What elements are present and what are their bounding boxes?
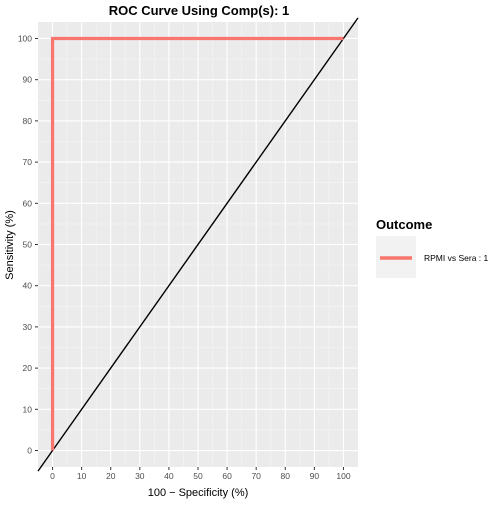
x-tick-label: 0 <box>50 471 55 481</box>
x-tick-label: 40 <box>164 471 174 481</box>
x-tick-label: 60 <box>222 471 232 481</box>
x-tick-label: 100 <box>336 471 350 481</box>
y-tick-label: 20 <box>23 363 33 373</box>
x-tick-label: 50 <box>193 471 203 481</box>
x-tick-label: 80 <box>281 471 291 481</box>
y-axis-label: Sensitivity (%) <box>4 210 16 280</box>
x-tick-label: 30 <box>135 471 145 481</box>
chart-title: ROC Curve Using Comp(s): 1 <box>109 3 290 18</box>
y-tick-label: 10 <box>23 404 33 414</box>
y-tick-label: 60 <box>23 198 33 208</box>
y-tick-label: 100 <box>18 33 32 43</box>
y-tick-label: 80 <box>23 116 33 126</box>
x-tick-label: 10 <box>77 471 87 481</box>
x-tick-label: 90 <box>310 471 320 481</box>
y-tick-label: 50 <box>23 240 33 250</box>
x-axis-label: 100 − Specificity (%) <box>148 487 249 499</box>
y-tick-label: 90 <box>23 75 33 85</box>
roc-series-line-0 <box>50 36 344 451</box>
grid-layer <box>38 22 358 467</box>
legend-item-label: RPMI vs Sera : 1 <box>424 253 489 263</box>
y-tick-label: 30 <box>23 322 33 332</box>
y-axis: 0 10 20 30 40 50 60 70 80 90 100 <box>18 33 38 456</box>
x-tick-label: 20 <box>106 471 116 481</box>
reference-diagonal-line <box>37 17 359 472</box>
legend-title: Outcome <box>376 217 432 232</box>
x-tick-label: 70 <box>251 471 261 481</box>
series-layer <box>50 36 344 451</box>
reference-line-layer <box>37 17 359 472</box>
y-tick-label: 40 <box>23 281 33 291</box>
y-tick-label: 0 <box>27 446 32 456</box>
legend: Outcome RPMI vs Sera : 1 <box>376 217 489 278</box>
x-axis: 0 10 20 30 40 50 60 70 80 90 100 <box>50 467 351 481</box>
y-tick-label: 70 <box>23 157 33 167</box>
